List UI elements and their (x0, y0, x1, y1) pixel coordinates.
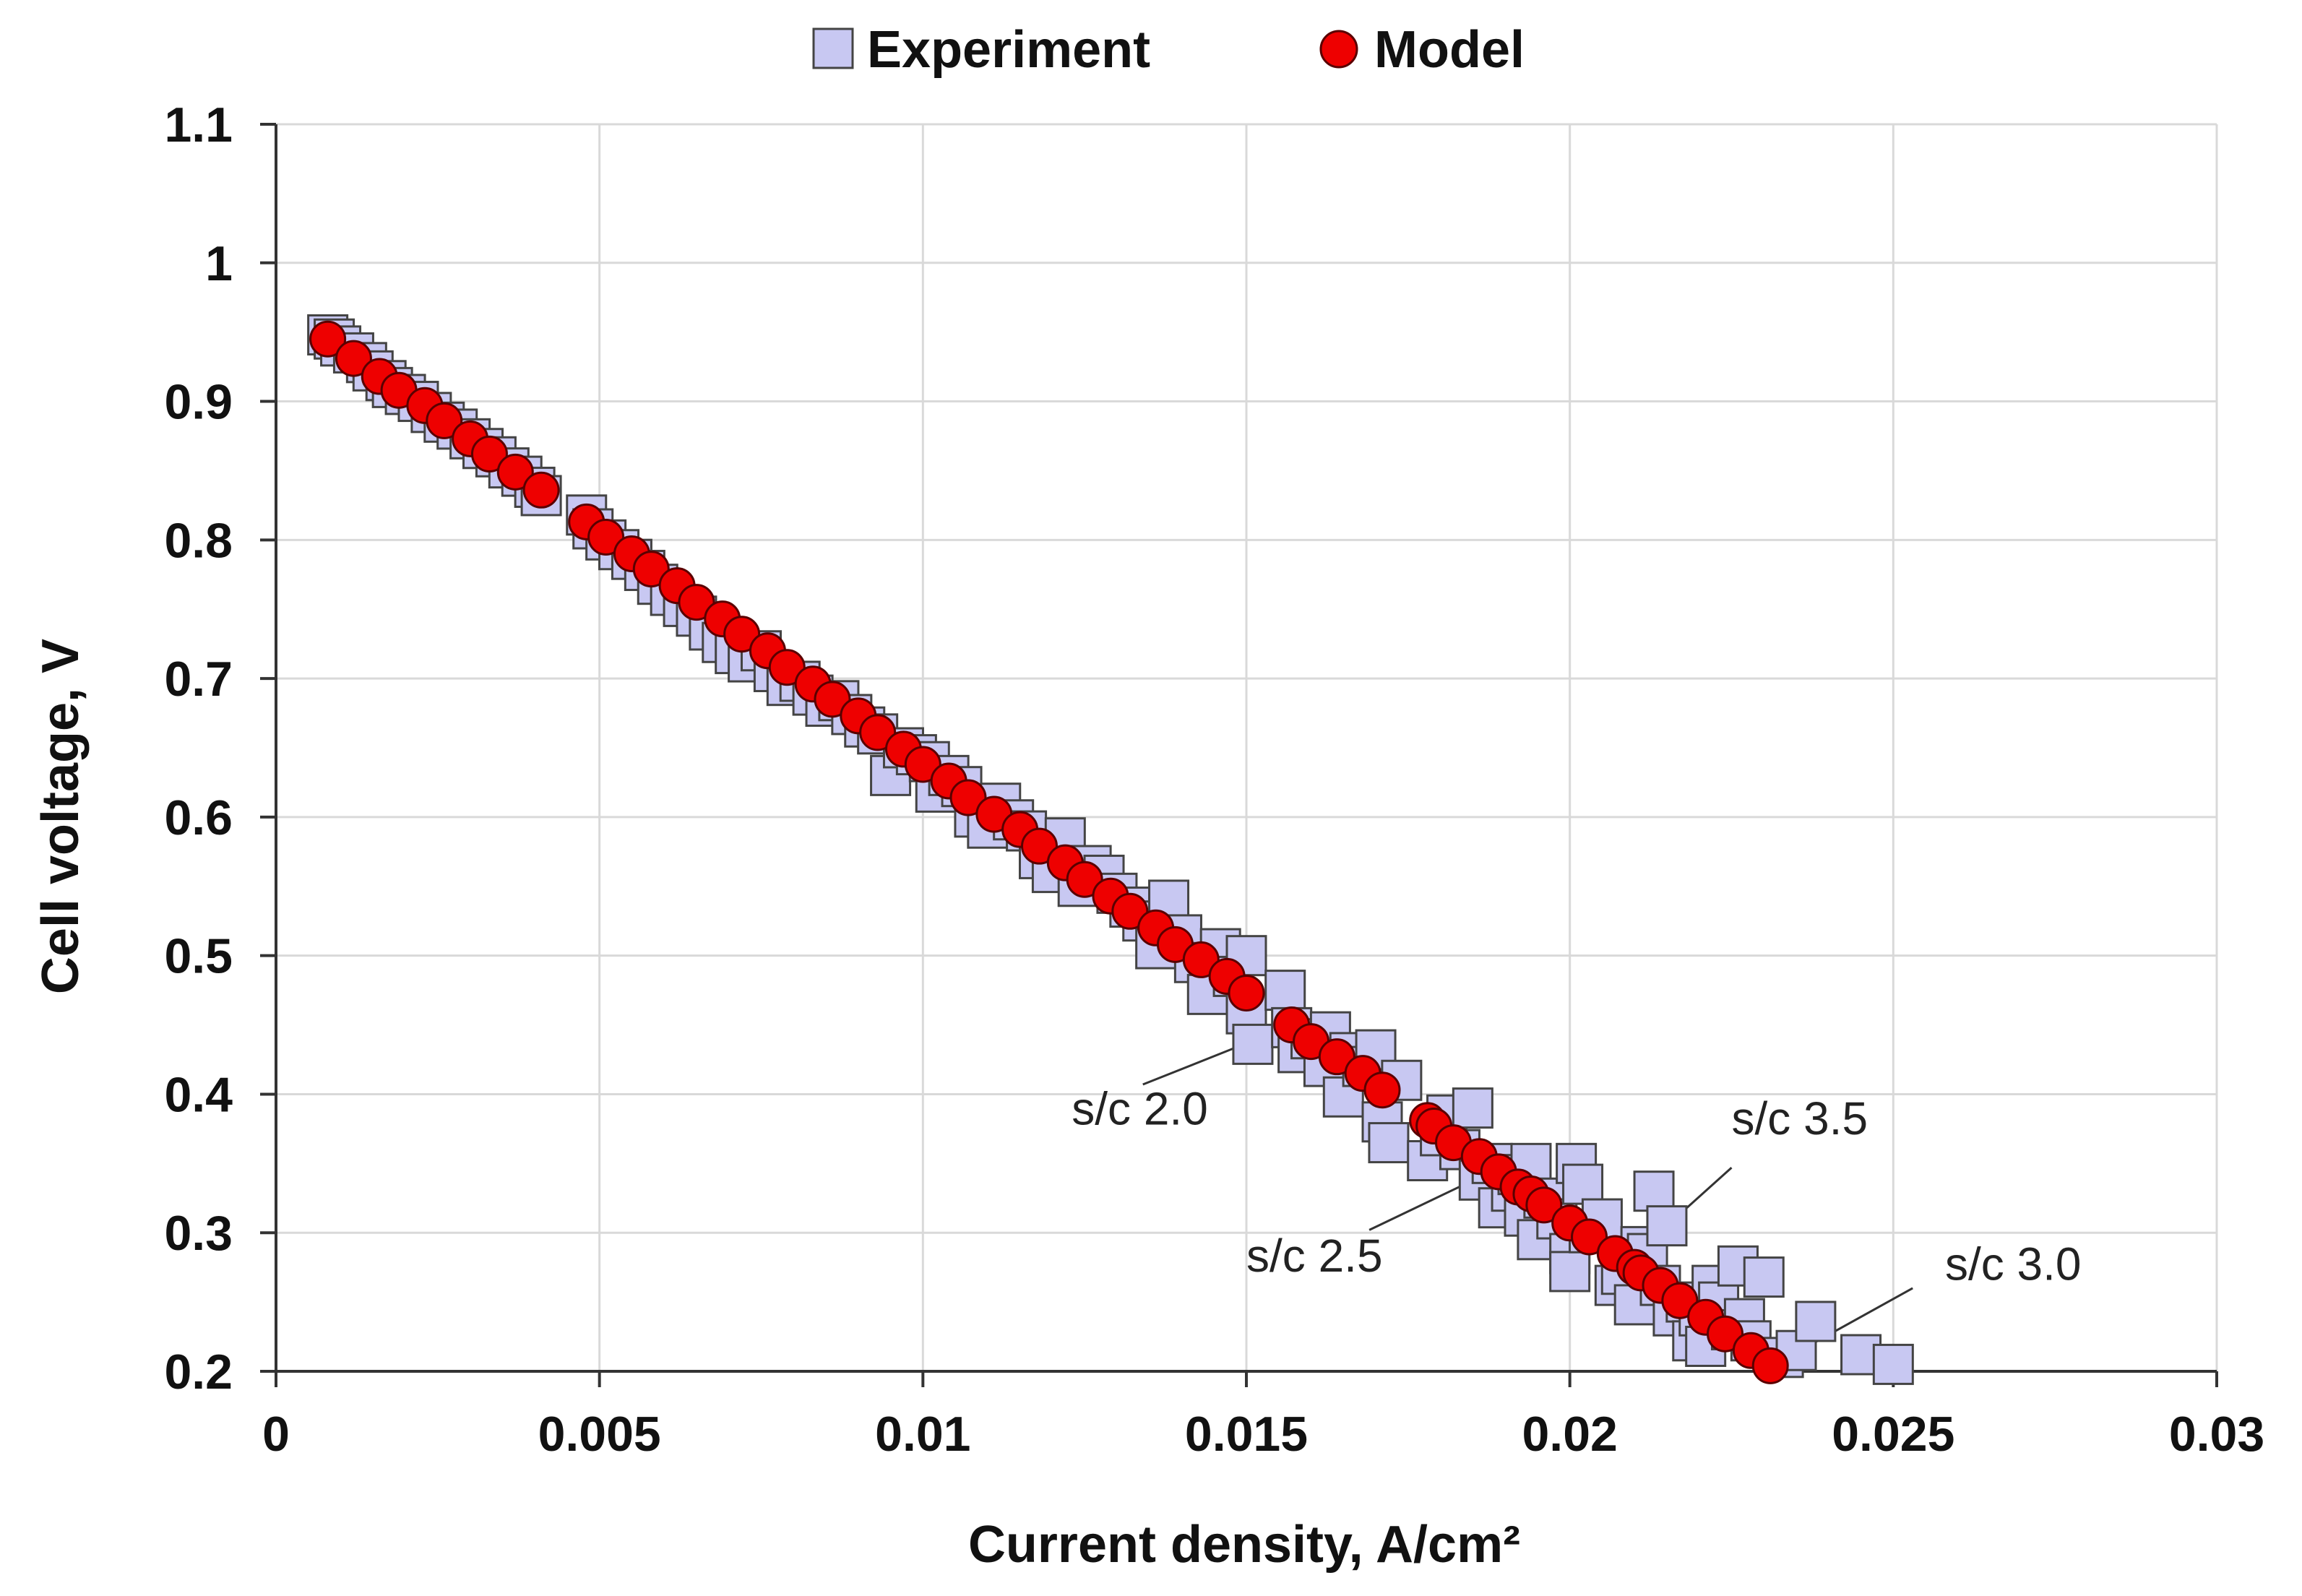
experiment-point (1646, 1205, 1688, 1247)
legend-experiment-label: Experiment (867, 21, 1150, 79)
model-point (632, 551, 670, 588)
model-point (1182, 941, 1220, 978)
model-point (1707, 1315, 1744, 1353)
experiment-point (1562, 1163, 1604, 1205)
legend-model-label: Model (1374, 21, 1525, 79)
x-tick-label: 0 (262, 1407, 290, 1462)
model-point (522, 471, 560, 509)
model-point (1525, 1186, 1563, 1224)
y-axis-title: Cell voltage, V (32, 639, 90, 994)
model-point (1363, 1071, 1401, 1109)
x-tick-label: 0.01 (875, 1407, 970, 1462)
model-point (904, 746, 941, 783)
experiment-point (1549, 1251, 1591, 1293)
annotation-label: s/c 3.5 (1732, 1092, 1868, 1144)
y-tick-label: 0.9 (164, 375, 233, 430)
model-point (1661, 1282, 1699, 1319)
y-tick-label: 1 (205, 236, 233, 291)
y-tick-label: 0.4 (164, 1067, 233, 1122)
model-point (949, 779, 987, 816)
annotation-leader-line (1142, 1047, 1234, 1086)
annotation-label: s/c 2.5 (1246, 1230, 1383, 1282)
x-tick-label: 0.025 (1832, 1407, 1954, 1462)
experiment-point (1743, 1256, 1785, 1298)
y-tick-label: 0.6 (164, 790, 233, 845)
annotation-label: s/c 2.0 (1072, 1083, 1208, 1135)
y-tick-label: 0.5 (164, 929, 233, 984)
model-point (335, 340, 372, 377)
model-point (1571, 1218, 1608, 1256)
y-tick-label: 0.8 (164, 513, 233, 568)
experiment-point (1452, 1087, 1493, 1129)
model-point (1020, 827, 1058, 865)
model-point (496, 453, 534, 491)
model-point (768, 649, 806, 686)
y-tick-label: 0.3 (164, 1206, 233, 1261)
legend-experiment-marker (812, 27, 854, 69)
y-tick-label: 0.2 (164, 1345, 233, 1399)
x-tick-label: 0.005 (538, 1407, 661, 1462)
model-point (309, 320, 347, 358)
model-point (426, 402, 463, 439)
legend: Experiment Model (812, 21, 1525, 79)
experiment-point (1232, 1023, 1274, 1065)
model-series (309, 320, 1789, 1384)
experiment-point (1633, 1170, 1675, 1212)
experiment-point (1795, 1300, 1837, 1342)
experiment-point (1872, 1343, 1914, 1385)
model-point (678, 584, 715, 621)
model-point (1066, 860, 1103, 898)
model-point (1228, 974, 1265, 1011)
experiment-point (1264, 970, 1306, 1011)
x-tick-label: 0.02 (1522, 1407, 1617, 1462)
model-point (587, 518, 625, 556)
x-tick-label: 0.03 (2169, 1407, 2264, 1462)
y-tick-label: 1.1 (164, 98, 233, 152)
model-point (859, 714, 897, 751)
legend-model-marker (1319, 30, 1358, 69)
model-point (1751, 1347, 1789, 1384)
y-tick-label: 0.7 (164, 652, 233, 707)
x-tick-label: 0.015 (1185, 1407, 1308, 1462)
model-point (1318, 1038, 1355, 1076)
axes: 0.2 0.3 0.4 0.5 0.6 0.7 0.8 0.9 1 1.1 0 0.005 0.01 0.… (164, 98, 2264, 1462)
experiment-point (1368, 1122, 1410, 1164)
model-point (814, 681, 851, 718)
x-axis-title: Current density, A/cm² (968, 1516, 1520, 1574)
model-point (470, 435, 508, 473)
model-point (723, 616, 761, 653)
annotations: s/c 2.0 s/c 2.5 s/c 3.5 s/c 3.0 (1072, 1047, 2082, 1350)
annotation-label: s/c 3.0 (1945, 1238, 2082, 1290)
model-point (1111, 892, 1149, 930)
